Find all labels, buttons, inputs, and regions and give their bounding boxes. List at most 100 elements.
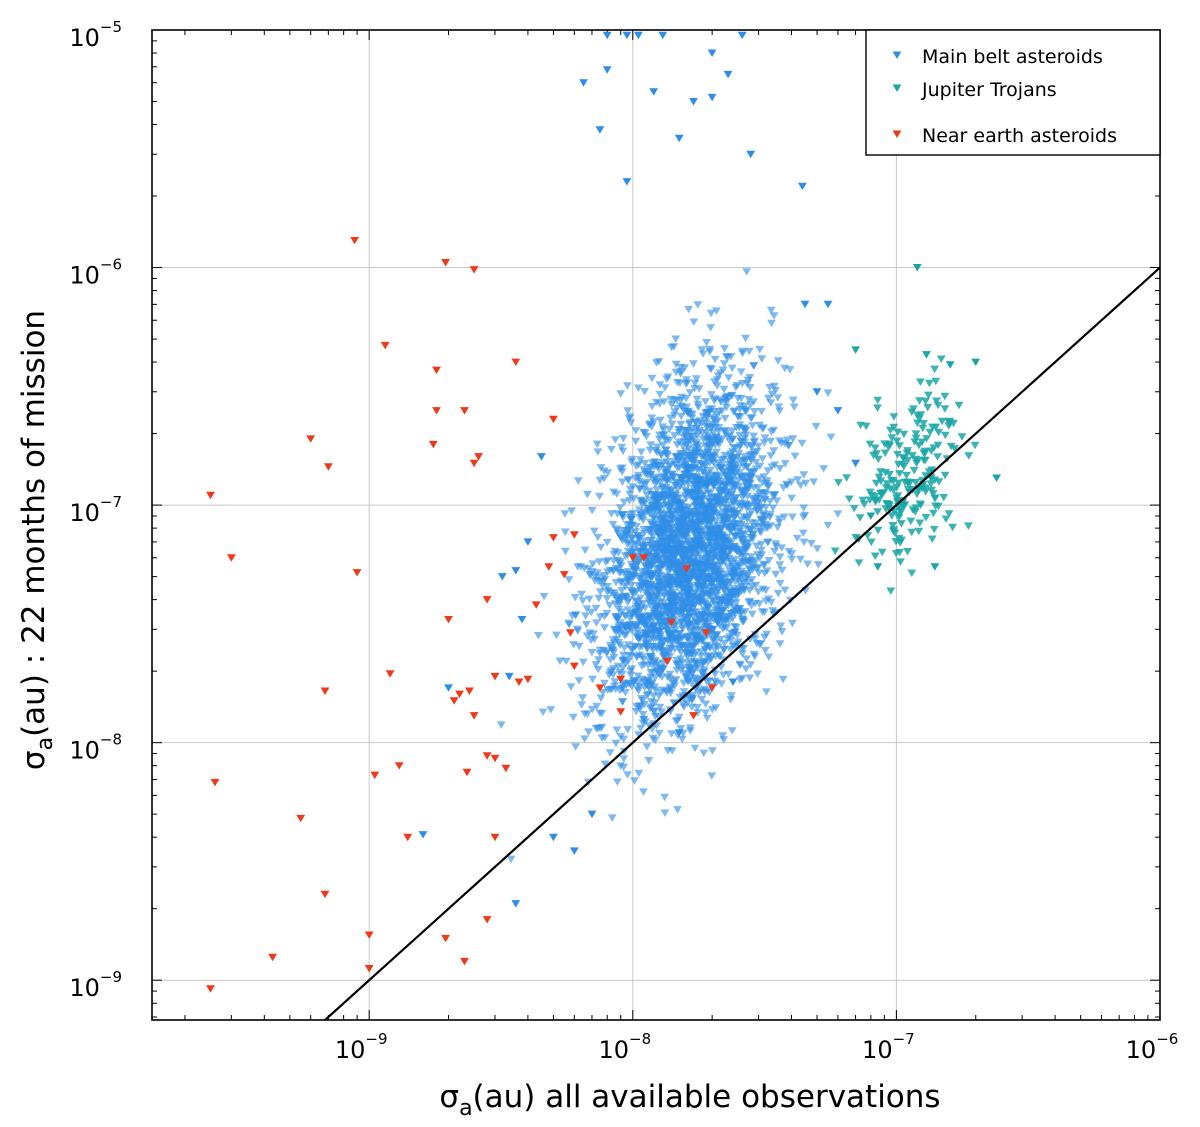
main-belt-asteroids-point-2366 xyxy=(702,678,712,686)
main-belt-asteroids-point-2764 xyxy=(759,473,769,481)
main-belt-asteroids-point-104 xyxy=(693,709,703,717)
main-belt-asteroids-point-2866 xyxy=(655,381,665,389)
jupiter-trojans-point-145 xyxy=(887,512,897,520)
main-belt-asteroids-point-3178 xyxy=(648,522,658,530)
main-belt-asteroids-point-3096 xyxy=(733,412,743,421)
main-belt-asteroids-point-1264 xyxy=(799,504,809,512)
main-belt-asteroids-point-1357 xyxy=(759,561,768,569)
main-belt-asteroids-point-3173 xyxy=(627,581,636,590)
main-belt-asteroids-point-3169 xyxy=(747,451,756,459)
main-belt-asteroids-point-2734 xyxy=(732,533,741,541)
main-belt-asteroids-point-2923 xyxy=(610,436,620,444)
main-belt-asteroids-point-3062 xyxy=(680,364,690,372)
main-belt-asteroids-point-1323 xyxy=(660,793,669,802)
main-belt-asteroids-point-3026 xyxy=(763,538,773,547)
main-belt-asteroids-point-2797 xyxy=(785,366,795,374)
main-belt-asteroids-point-2754 xyxy=(643,591,652,600)
main-belt-asteroids-point-2807 xyxy=(626,419,636,427)
main-belt-asteroids-point-1705 xyxy=(754,475,764,483)
main-belt-asteroids-point-2642 xyxy=(790,452,800,460)
jupiter-trojans-point-58 xyxy=(937,417,947,426)
main-belt-asteroids-point-2647 xyxy=(689,622,699,630)
main-belt-asteroids-point-2330 xyxy=(698,669,708,677)
main-belt-asteroids-point-700 xyxy=(623,726,633,734)
x-axis-title-text: (au) all available observations xyxy=(473,1079,941,1115)
jupiter-trojans-point-175 xyxy=(888,522,898,530)
main-belt-asteroids-point-3210 xyxy=(707,93,717,102)
jupiter-trojans-point-185 xyxy=(873,396,883,405)
main-belt-asteroids-point-3224 xyxy=(418,831,428,839)
main-belt-asteroids-point-612 xyxy=(719,671,728,679)
near-earth-asteroids-point-8 xyxy=(549,415,558,424)
main-belt-asteroids-point-2618 xyxy=(632,632,641,641)
jupiter-trojans-point-120 xyxy=(912,490,922,499)
main-belt-asteroids-point-1776 xyxy=(754,588,763,596)
jupiter-trojans-point-45 xyxy=(893,450,902,459)
main-belt-asteroids-point-2419 xyxy=(706,466,715,475)
main-belt-asteroids-point-2724 xyxy=(668,639,678,647)
main-belt-asteroids-point-2540 xyxy=(748,530,758,539)
main-belt-asteroids-point-3188 xyxy=(727,546,736,554)
main-belt-asteroids-point-2438 xyxy=(683,511,693,519)
main-belt-asteroids-point-3207 xyxy=(602,66,612,74)
main-belt-asteroids-point-3211 xyxy=(723,70,733,79)
main-belt-asteroids-point-2819 xyxy=(609,488,619,497)
main-belt-asteroids-point-2505 xyxy=(656,664,666,672)
main-belt-asteroids-point-2512 xyxy=(603,469,613,477)
main-belt-asteroids-point-3187 xyxy=(670,396,679,404)
main-belt-asteroids-point-2985 xyxy=(742,268,752,276)
main-belt-asteroids-point-2787 xyxy=(715,653,725,661)
jupiter-trojans-point-48 xyxy=(865,440,875,449)
main-belt-asteroids-point-2011 xyxy=(587,705,597,714)
main-belt-asteroids-point-2516 xyxy=(719,555,729,564)
near-earth-asteroids-point-20 xyxy=(639,554,649,562)
main-belt-asteroids-point-1380 xyxy=(707,772,717,780)
main-belt-asteroids-point-1294 xyxy=(618,514,628,522)
main-belt-asteroids-point-1253 xyxy=(750,408,759,416)
legend: Main belt asteroids Jupiter Trojans Near… xyxy=(865,29,1161,156)
main-belt-asteroids-point-3192 xyxy=(661,466,671,474)
main-belt-asteroids-point-3116 xyxy=(746,474,756,482)
main-belt-asteroids-point-2824 xyxy=(647,374,657,383)
main-belt-asteroids-point-3081 xyxy=(690,385,699,393)
main-belt-asteroids-point-3141 xyxy=(697,346,707,354)
main-belt-asteroids-point-2941 xyxy=(709,459,719,467)
main-belt-asteroids-point-3125 xyxy=(683,463,693,472)
main-belt-asteroids-point-2102 xyxy=(778,675,788,684)
main-belt-asteroids-point-1430 xyxy=(792,534,802,543)
main-belt-asteroids-point-2350 xyxy=(711,631,721,639)
jupiter-trojans-point-116 xyxy=(940,431,950,440)
near-earth-asteroids-point-61 xyxy=(460,957,469,966)
main-belt-asteroids-point-2556 xyxy=(650,736,660,745)
main-belt-asteroids-point-3076 xyxy=(714,499,723,507)
main-belt-asteroids-point-3225 xyxy=(511,900,521,908)
main-belt-asteroids-point-2204 xyxy=(568,713,578,722)
main-belt-asteroids-point-2888 xyxy=(678,442,688,451)
near-earth-asteroids-point-57 xyxy=(482,916,492,924)
main-belt-asteroids-point-2682 xyxy=(639,544,649,552)
main-belt-asteroids-point-1217 xyxy=(594,558,604,566)
x-tick-exp-0: −9 xyxy=(365,1030,387,1048)
main-belt-asteroids-point-2904 xyxy=(616,390,626,398)
near-earth-asteroids-point-34 xyxy=(523,675,533,684)
main-belt-asteroids-point-2846 xyxy=(721,536,730,545)
main-belt-asteroids-point-3048 xyxy=(688,456,698,464)
main-belt-asteroids-point-1065 xyxy=(595,650,605,658)
jupiter-trojans-point-152 xyxy=(954,401,964,410)
main-belt-asteroids-point-1581 xyxy=(669,699,679,707)
main-belt-asteroids-point-2742 xyxy=(635,547,645,556)
main-belt-asteroids-point-1954 xyxy=(646,669,656,677)
main-belt-asteroids-point-1579 xyxy=(617,586,627,595)
main-belt-asteroids-point-2939 xyxy=(699,509,709,517)
y-axis-title-symbol: σ xyxy=(16,750,52,770)
main-belt-asteroids-point-466 xyxy=(720,639,729,648)
main-belt-asteroids-point-453 xyxy=(561,547,570,556)
main-belt-asteroids-point-2090 xyxy=(572,625,582,634)
reference-line-y-equals-x xyxy=(323,266,1160,1020)
main-belt-asteroids-point-871 xyxy=(590,527,599,536)
main-belt-asteroids-point-2277 xyxy=(643,504,653,513)
main-belt-asteroids-point-3151 xyxy=(757,355,767,363)
main-belt-asteroids-point-2775 xyxy=(623,577,633,585)
x-axis-title-symbol: σ xyxy=(439,1079,459,1115)
main-belt-asteroids-point-2587 xyxy=(671,505,681,514)
